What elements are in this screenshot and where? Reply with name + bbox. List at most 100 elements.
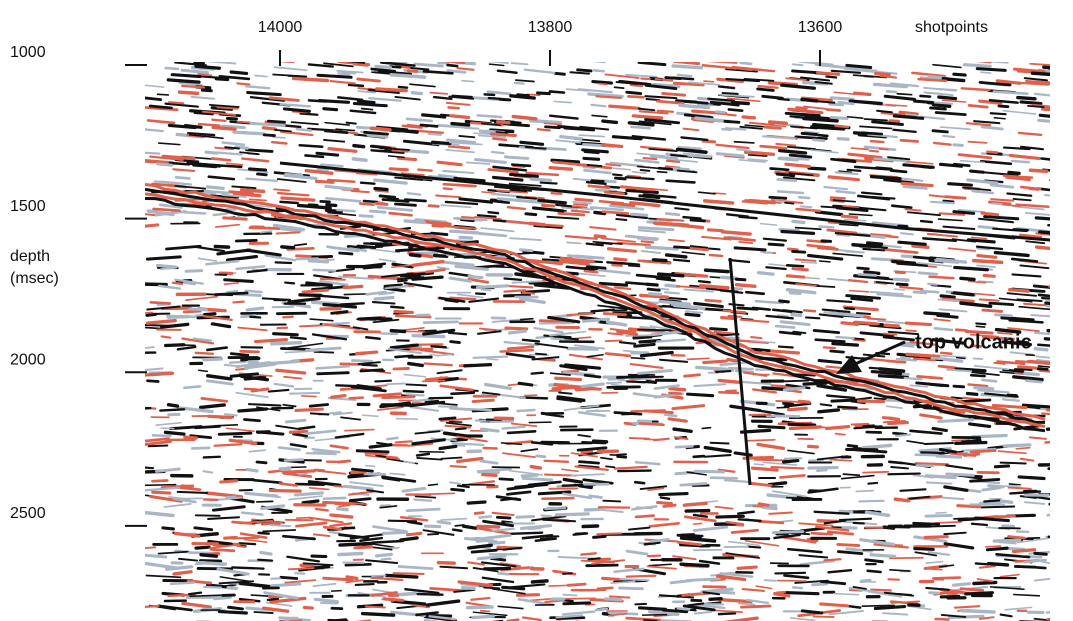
reflector (631, 358, 644, 359)
reflector (817, 286, 834, 287)
reflector (638, 330, 670, 331)
reflector (364, 266, 381, 268)
reflector (549, 585, 571, 586)
reflector (180, 92, 198, 93)
reflector (911, 431, 942, 434)
reflector (806, 317, 819, 318)
reflector (978, 256, 996, 258)
reflector (353, 159, 366, 160)
reflector (615, 569, 644, 572)
reflector (796, 228, 821, 230)
reflector (413, 336, 444, 337)
reflector (578, 435, 590, 437)
reflector (868, 318, 886, 319)
reflector (360, 216, 372, 217)
reflector (450, 231, 477, 233)
reflector (885, 325, 898, 326)
reflector (945, 544, 973, 548)
reflector (941, 296, 954, 297)
reflector (985, 217, 1018, 219)
reflector (208, 187, 224, 189)
reflector (943, 227, 974, 229)
reflector (866, 560, 883, 562)
reflector (1032, 73, 1050, 74)
reflector (429, 134, 441, 135)
reflector (961, 303, 991, 306)
reflector (856, 491, 873, 492)
reflector (448, 65, 457, 66)
reflector (390, 473, 405, 474)
reflector (988, 548, 1008, 550)
reflector (142, 512, 173, 515)
reflector (272, 142, 286, 143)
reflector (753, 308, 770, 310)
reflector (150, 106, 171, 108)
reflector (788, 249, 797, 250)
reflector (346, 564, 371, 565)
reflector (275, 130, 291, 131)
reflector (791, 618, 815, 620)
reflector (458, 458, 482, 461)
reflector (1050, 180, 1059, 181)
reflector (633, 116, 661, 118)
reflector (518, 595, 539, 596)
reflector (456, 428, 466, 429)
reflector (954, 145, 963, 146)
reflector (502, 427, 524, 429)
reflector (407, 119, 431, 121)
reflector (522, 475, 537, 476)
reflector (167, 316, 194, 317)
reflector (1053, 74, 1073, 75)
reflector (836, 337, 856, 338)
reflector (350, 482, 382, 486)
reflector (207, 493, 241, 497)
reflector (543, 259, 559, 260)
reflector (685, 375, 700, 376)
reflector (936, 113, 965, 115)
reflector (710, 255, 722, 256)
reflector (945, 487, 967, 491)
reflector (897, 359, 916, 361)
reflector (636, 516, 654, 517)
reflector (357, 451, 388, 452)
reflector (460, 199, 492, 202)
reflector (306, 155, 324, 156)
reflector (991, 199, 1013, 200)
reflector (983, 488, 1000, 490)
reflector (761, 252, 772, 253)
reflector (1048, 512, 1069, 515)
reflector (558, 557, 592, 558)
reflector (295, 573, 304, 574)
reflector (225, 280, 253, 282)
reflector (182, 70, 207, 72)
reflector (531, 179, 550, 180)
reflector (958, 506, 980, 507)
reflector (477, 540, 493, 541)
reflector (310, 488, 329, 490)
reflector (324, 578, 352, 580)
reflector (233, 302, 243, 303)
reflector (777, 592, 785, 593)
reflector (771, 168, 789, 169)
reflector (702, 428, 710, 429)
reflector (145, 85, 164, 87)
reflector (770, 197, 786, 198)
reflector (443, 171, 473, 173)
reflector (1007, 177, 1029, 179)
reflector (449, 107, 459, 108)
reflector (451, 466, 466, 467)
reflector (508, 207, 525, 209)
reflector (942, 615, 966, 617)
reflector (784, 381, 808, 382)
reflector (471, 598, 489, 600)
reflector (376, 66, 391, 67)
reflector (1013, 550, 1034, 552)
reflector (489, 98, 501, 99)
reflector (834, 92, 854, 94)
reflector (1026, 381, 1041, 382)
reflector (767, 416, 798, 417)
reflector (683, 226, 702, 228)
reflector (637, 189, 655, 190)
reflector (635, 160, 658, 162)
reflector (451, 116, 469, 118)
